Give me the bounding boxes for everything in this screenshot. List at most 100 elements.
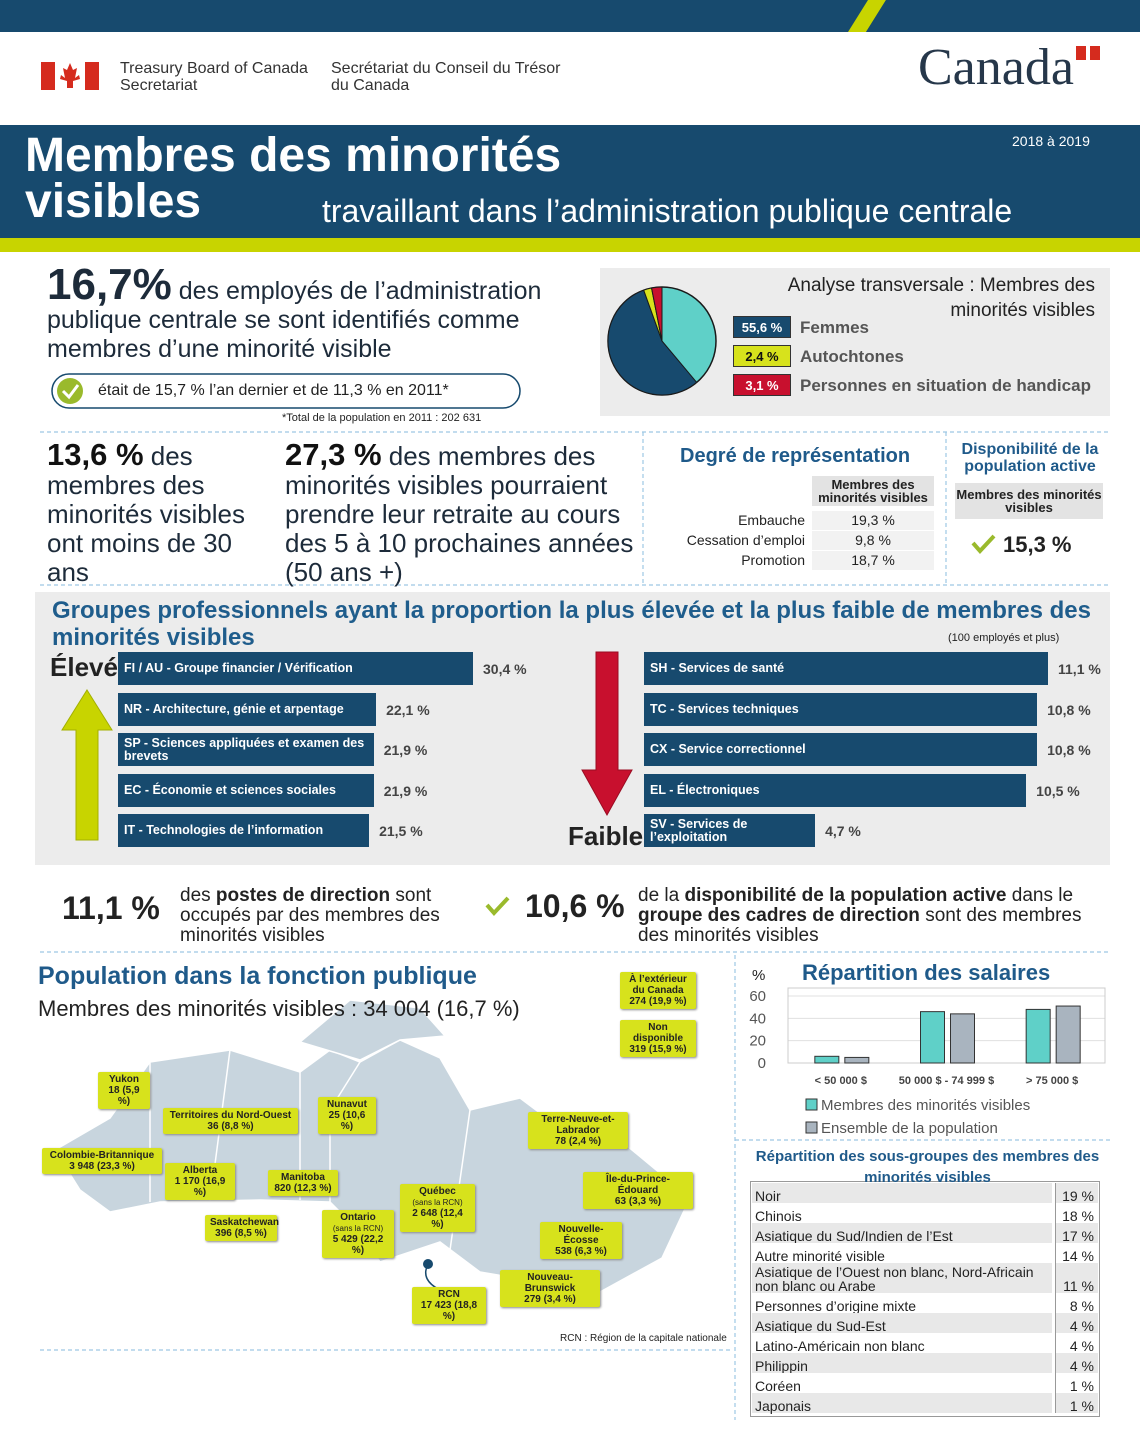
row-label: Japonais bbox=[752, 1393, 1052, 1413]
region-value: 78 (2,4 %) bbox=[554, 1136, 602, 1147]
region-name: Ontario bbox=[340, 1212, 376, 1223]
bar-label: EC - Économie et sciences sociales bbox=[124, 782, 336, 797]
region-value: 319 (15,9 %) bbox=[629, 1044, 687, 1055]
salary-title: Répartition des salaires bbox=[802, 960, 1051, 985]
bar: EL - Électroniques bbox=[644, 773, 1027, 807]
value-label: 21,5 % bbox=[379, 823, 423, 839]
bar-label: TC - Services techniques bbox=[650, 701, 799, 716]
headline-note: était de 15,7 % l’an dernier et de 11,3 … bbox=[98, 382, 449, 399]
bar bbox=[844, 1056, 870, 1064]
region-name: Manitoba bbox=[281, 1172, 325, 1183]
headline-text: des employés de l’administration publiqu… bbox=[47, 277, 542, 363]
headline-value: 16,7% bbox=[47, 260, 172, 309]
legend-swatch bbox=[805, 1098, 818, 1111]
region-value: 63 (3,3 %) bbox=[614, 1196, 662, 1207]
low-label: Faible bbox=[568, 821, 644, 851]
region-value: 18 (5,9 %) bbox=[108, 1085, 140, 1107]
exec-availability-text: de la disponibilité de la population act… bbox=[638, 886, 1103, 946]
high-label: Élevé bbox=[50, 652, 118, 682]
y-tick-label: 40 bbox=[749, 1010, 766, 1027]
text-part: sont occupés par des membres des minorit… bbox=[180, 885, 440, 946]
flag-symbol bbox=[41, 62, 99, 90]
region-name: Nouveau-Brunswick bbox=[524, 1272, 576, 1294]
bar-label: SH - Services de santé bbox=[650, 661, 785, 675]
row-label: Asiatique du Sud/Indien de l’Est bbox=[752, 1223, 1052, 1243]
region-tag: À l’extérieur du Canada 274 (19,9 %) bbox=[620, 972, 696, 1009]
text-part: dans le bbox=[1006, 885, 1074, 906]
region-value: 17 423 (18,8 %) bbox=[420, 1300, 478, 1322]
row-value: 8 % bbox=[1055, 1293, 1098, 1313]
region-name: Nouvelle-Écosse bbox=[558, 1224, 604, 1246]
bar bbox=[920, 1011, 945, 1064]
bar: SV - Services de l’exploitation bbox=[644, 814, 816, 847]
pie-title-text: Analyse transversale : Membres des minor… bbox=[787, 275, 1095, 321]
row-value: 19 % bbox=[1055, 1183, 1098, 1203]
period: 2018 à 2019 bbox=[1012, 133, 1090, 149]
row-label: Philippin bbox=[752, 1353, 1052, 1373]
region-tag: Nouveau-Brunswick 279 (3,4 %) bbox=[500, 1270, 600, 1307]
region-tag: RCN 17 423 (18,8 %) bbox=[412, 1287, 486, 1324]
legend-label: Autochtones bbox=[800, 347, 904, 366]
y-tick-label: 20 bbox=[749, 1033, 766, 1050]
legend-swatch bbox=[805, 1121, 818, 1134]
dept-fr: Secrétariat du Conseil du Trésor du Cana… bbox=[331, 60, 561, 94]
region-name: Québec bbox=[419, 1186, 456, 1197]
population-title: Population dans la fonction publique bbox=[38, 962, 477, 990]
age-value: 13,6 % bbox=[47, 437, 144, 472]
value-label: 10,8 % bbox=[1047, 701, 1091, 718]
row-value: 1 % bbox=[1055, 1373, 1098, 1393]
region-name: RCN bbox=[438, 1289, 460, 1300]
bar: SH - Services de santé bbox=[644, 652, 1048, 685]
banner-subtitle: travaillant dans l’administration publiq… bbox=[322, 193, 1013, 229]
headline-footnote: *Total de la population en 2011 : 202 63… bbox=[282, 412, 482, 424]
age-text: des membres des minorités visibles ont m… bbox=[47, 441, 245, 587]
legend-label: Membres des minorités visibles bbox=[821, 1097, 1030, 1114]
bar: TC - Services techniques bbox=[644, 692, 1038, 726]
region-tag: Terre-Neuve-et-Labrador 78 (2,4 %) bbox=[528, 1112, 628, 1149]
region-qualifier: (sans la RCN) bbox=[412, 1198, 463, 1207]
text-part: postes de direction bbox=[215, 885, 391, 906]
region-tag: Yukon 18 (5,9 %) bbox=[98, 1072, 150, 1109]
bar-label: SP - Sciences appliquées et examen des b… bbox=[124, 735, 365, 763]
availability-column: Membres des minorités visibles bbox=[955, 483, 1103, 519]
y-tick-label: 60 bbox=[749, 988, 766, 1005]
plot-frame bbox=[787, 987, 1106, 1064]
bar-label: EL - Électroniques bbox=[650, 782, 760, 797]
bar: EC - Économie et sciences sociales bbox=[118, 773, 374, 807]
row-value: 4 % bbox=[1055, 1313, 1098, 1333]
exec-value: 11,1 % bbox=[62, 890, 160, 926]
banner-title: Membres des minorités visibles bbox=[25, 129, 562, 228]
row-value: 17 % bbox=[1055, 1223, 1098, 1243]
availability-title: Disponibilité de la population active bbox=[961, 441, 1099, 475]
bar bbox=[950, 1013, 975, 1064]
subgroups-title: Répartition des sous-groupes des membres… bbox=[755, 1148, 1100, 1186]
value-label: 30,4 % bbox=[483, 661, 527, 677]
arrow-up bbox=[61, 689, 113, 841]
wordmark-flag bbox=[1076, 46, 1086, 60]
top-bar-right bbox=[866, 0, 1140, 32]
x-tick-label: > 75 000 $ bbox=[1026, 1075, 1078, 1087]
population-note: RCN : Région de la capitale nationale bbox=[560, 1333, 727, 1344]
row-value: 9,8 % bbox=[812, 531, 934, 550]
pie-slice bbox=[607, 289, 698, 396]
separators bbox=[40, 431, 1110, 1420]
region-tag: Québec (sans la RCN) 2 648 (12,4 %) bbox=[400, 1184, 475, 1232]
retirement-fact: 27,3 % des membres des minorités visible… bbox=[285, 439, 640, 587]
text-part: groupe des cadres de direction bbox=[638, 905, 920, 926]
region-tag: Non disponible 319 (15,9 %) bbox=[620, 1020, 696, 1057]
row-value: 18,7 % bbox=[812, 551, 934, 570]
region-value: 1 170 (16,9 %) bbox=[174, 1176, 226, 1198]
row-value: 11 % bbox=[1055, 1263, 1098, 1293]
y-tick-label: 0 bbox=[758, 1055, 766, 1072]
row-label: Personnes d’origine mixte bbox=[752, 1293, 1052, 1313]
region-value: 25 (10,6 %) bbox=[328, 1110, 366, 1132]
row-label: Cessation d’emploi bbox=[686, 532, 805, 548]
note-pill bbox=[51, 373, 521, 409]
bar-label: SV - Services de l’exploitation bbox=[650, 816, 748, 844]
row-value: 14 % bbox=[1055, 1243, 1098, 1263]
bar bbox=[814, 1055, 840, 1064]
region-value: 538 (6,3 %) bbox=[555, 1246, 607, 1257]
exec-text: des postes de direction sont occupés par… bbox=[180, 886, 470, 946]
bar bbox=[1055, 1005, 1081, 1064]
